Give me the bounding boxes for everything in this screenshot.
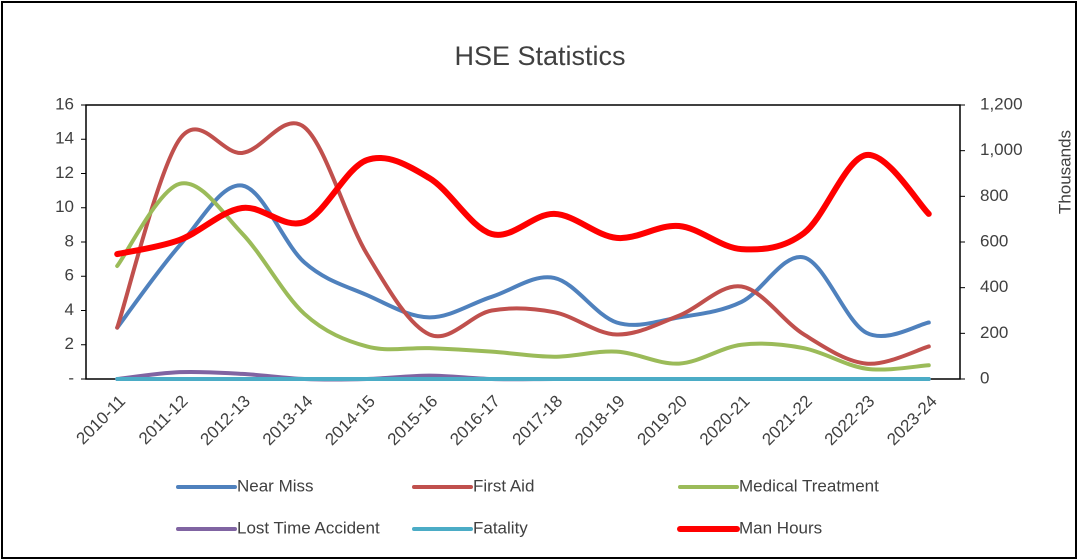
series-line — [114, 152, 932, 258]
y2-axis-label: Thousands — [1055, 130, 1074, 214]
y2-tick-label: 1,200 — [980, 94, 1023, 113]
legend-label: Near Miss — [237, 476, 314, 495]
y-tick-label: 16 — [55, 94, 74, 113]
y-tick-label: 10 — [55, 197, 74, 216]
y-tick-label: 12 — [55, 163, 74, 182]
legend-label: Fatality — [473, 518, 528, 537]
y-tick-label: 6 — [65, 266, 74, 285]
y-tick-label: 14 — [55, 129, 74, 148]
legend-label: Lost Time Accident — [237, 518, 380, 537]
y2-tick-label: 800 — [980, 186, 1008, 205]
y2-tick-label: 600 — [980, 231, 1008, 250]
y-tick-label: 8 — [65, 231, 74, 250]
series-line — [115, 181, 931, 372]
series-line — [115, 183, 931, 339]
series-line — [115, 121, 931, 366]
y-tick-label: 2 — [65, 334, 74, 353]
y-tick-label: - — [68, 368, 74, 387]
chart-title: HSE Statistics — [454, 41, 625, 71]
legend-label: First Aid — [473, 476, 534, 495]
y-tick-label: 4 — [65, 300, 74, 319]
y2-tick-label: 1,000 — [980, 140, 1023, 159]
y2-tick-label: 400 — [980, 277, 1008, 296]
legend-label: Man Hours — [739, 518, 822, 537]
y2-tick-label: 0 — [980, 368, 989, 387]
legend-label: Medical Treatment — [739, 476, 879, 495]
y2-tick-label: 200 — [980, 323, 1008, 342]
